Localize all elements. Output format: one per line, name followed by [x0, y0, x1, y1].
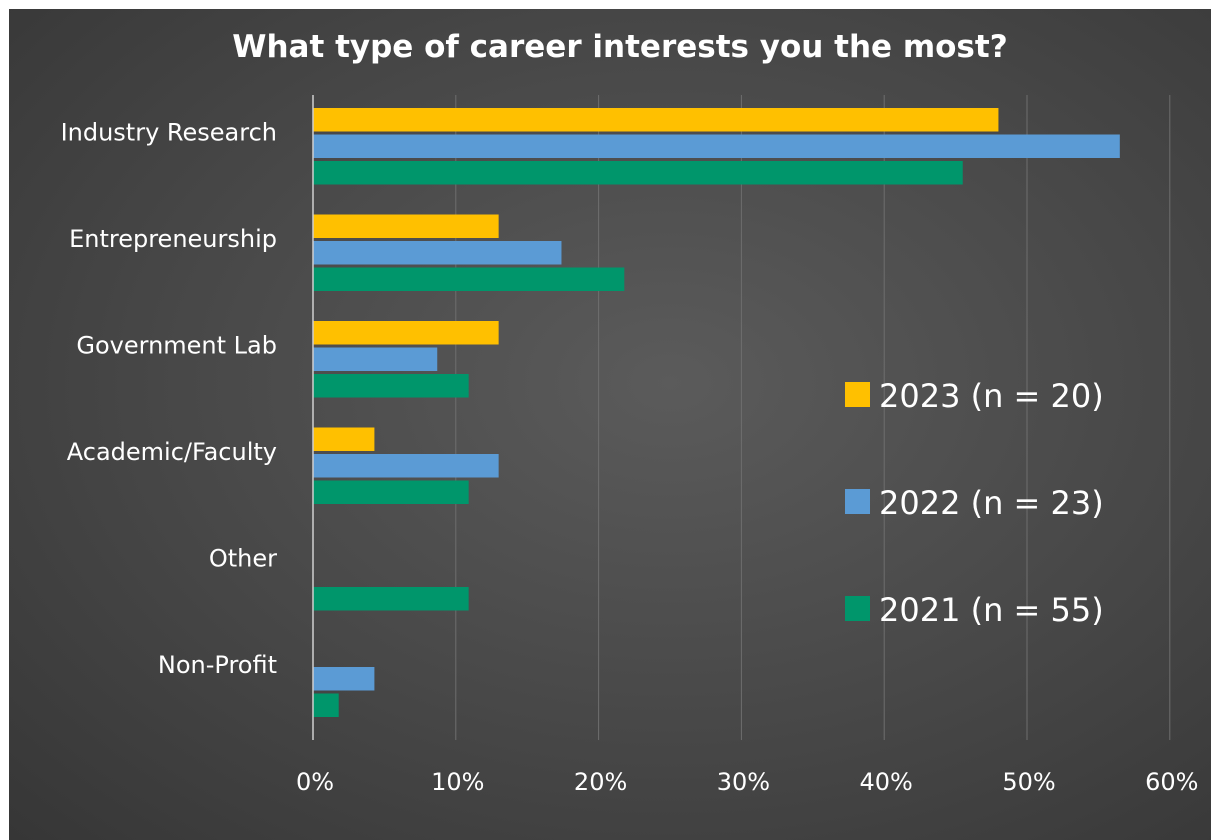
legend-entry-label: 2023 (n = 20)	[879, 377, 1104, 415]
gridlines	[455, 95, 1171, 740]
legend-swatch	[845, 596, 870, 621]
bar	[313, 347, 438, 371]
category-label: Non-Profit	[158, 651, 277, 679]
x-tick-label: 60%	[1145, 768, 1198, 796]
bar	[313, 161, 963, 185]
x-tick-label: 10%	[431, 768, 484, 796]
category-label: Other	[209, 544, 277, 572]
bar	[313, 214, 499, 238]
bar	[313, 693, 339, 717]
bar	[313, 587, 469, 611]
category-label: Government Lab	[76, 331, 277, 359]
bar	[313, 267, 625, 291]
x-tick-label: 50%	[1002, 768, 1055, 796]
bar	[313, 321, 499, 345]
category-label: Entrepreneurship	[69, 225, 277, 253]
x-tick-label: 40%	[860, 768, 913, 796]
bar	[313, 134, 1120, 158]
bar	[313, 454, 499, 478]
x-tick-label: 20%	[574, 768, 627, 796]
bar	[313, 427, 375, 451]
bar	[313, 480, 469, 504]
x-tick-label: 30%	[717, 768, 770, 796]
x-tick-label: 0%	[296, 768, 334, 796]
category-label: Industry Research	[61, 118, 277, 146]
legend-entry-label: 2022 (n = 23)	[879, 484, 1104, 522]
axes: 0% 10% 20% 30% 40% 50% 60% Industry Research Ent…	[61, 95, 1198, 796]
chart-title: What type of career interests you the mo…	[232, 29, 1007, 65]
bar	[313, 241, 562, 265]
legend-swatch	[845, 489, 870, 514]
bar	[313, 374, 469, 398]
bar	[313, 108, 999, 132]
bars	[313, 108, 1120, 717]
legend-entry-label: 2021 (n = 55)	[879, 591, 1104, 629]
legend-swatch	[845, 382, 870, 407]
legend: 2023 (n = 20) 2022 (n = 23) 2021 (n = 55)	[845, 377, 1104, 629]
bar	[313, 667, 375, 691]
category-label: Academic/Faculty	[67, 438, 277, 466]
